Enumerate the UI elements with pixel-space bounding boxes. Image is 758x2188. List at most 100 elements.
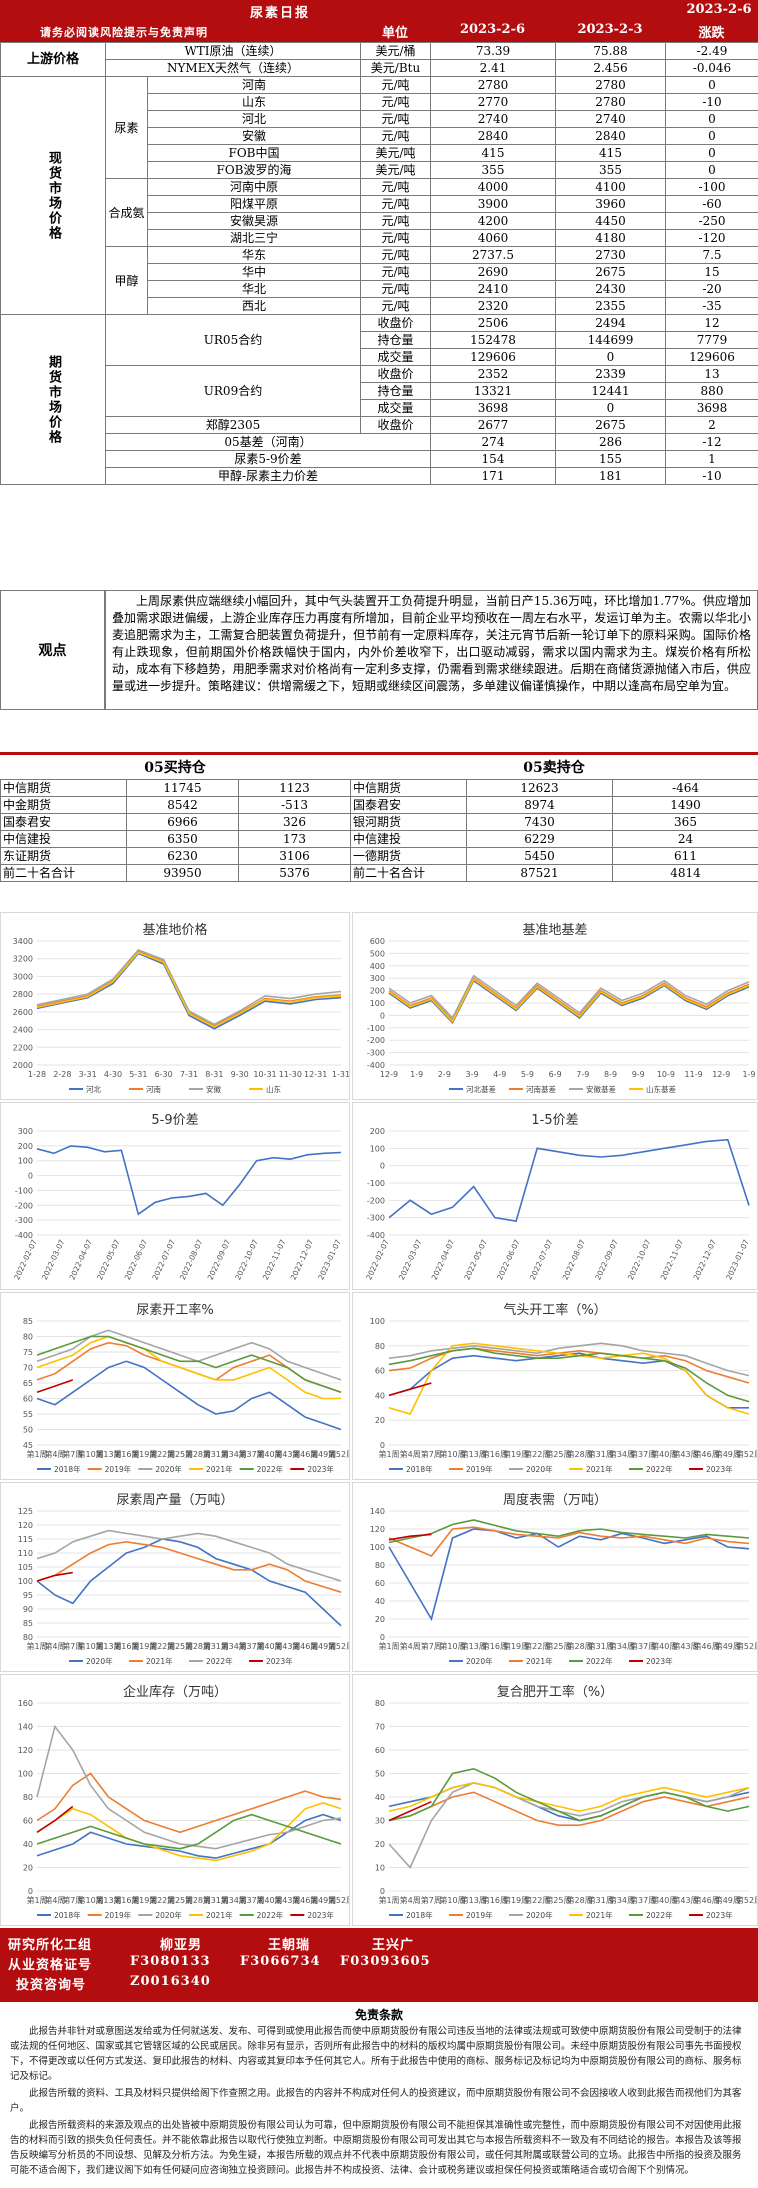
y-tick-label: 110 [18,1549,33,1558]
value-change: -10 [665,93,758,111]
position-volume: 8542 [126,796,239,814]
position-change: 611 [612,847,758,865]
value-current: 2352 [430,365,556,383]
value-change: -35 [665,297,758,315]
x-tick-label: 1-31 [332,1070,350,1079]
region-name: FOB波罗的海 [147,161,361,179]
x-tick-label: 2022-06-07 [495,1238,522,1282]
value-previous: 2840 [555,127,666,145]
x-tick-label: 第7周 [421,1641,442,1651]
legend-label: 2021年 [586,1910,613,1920]
x-tick-label: 2022-05-07 [95,1238,122,1282]
position-volume: 6350 [126,830,239,848]
value-change: -0.046 [665,59,758,77]
long-positions-table: 中信期货 11745 1123 中金期货 8542 -513 国泰君安 6966 326 中信建投… [0,779,351,882]
product-group: 尿素 [105,76,148,179]
x-tick-label: 第22周 [524,1895,550,1905]
x-tick-label: 第34周 [221,1895,247,1905]
position-row: 中信期货 11745 1123 [0,779,351,797]
value-change: 13 [665,365,758,383]
value-previous: 75.88 [555,42,666,60]
y-tick-label: 3400 [13,937,33,946]
upstream-row: 上游价格 WTI原油（连续） 美元/桶 73.39 75.88 -2.49 [0,42,758,77]
legend-label: 2018年 [54,1910,81,1920]
item-unit: 元/吨 [360,93,431,111]
x-tick-label: 2022-03-07 [397,1238,424,1282]
chart-title: 复合肥开工率（%） [496,1685,614,1700]
price-table: 上游价格 WTI原油（连续） 美元/桶 73.39 75.88 -2.49 NYMEX天然气… [0,42,758,485]
value-current: 2320 [430,297,556,315]
broker-name: 国泰君安 [350,796,467,814]
x-tick-label: 第46周 [292,1641,318,1651]
x-tick-label: 第49周 [310,1641,336,1651]
chart-2: 基准地基差 -400 -300 -200 -100 0 100 200 300 400 500 600… [352,912,758,1100]
x-tick-label: 第13周 [95,1449,121,1459]
position-volume: 93950 [126,864,239,882]
value-change: -120 [665,229,758,247]
x-tick-label: 第46周 [694,1449,720,1459]
legend-label: 2019年 [105,1464,132,1474]
x-tick-label: 第37周 [238,1895,264,1905]
series-line [388,1138,750,1223]
y-tick-label: 80 [23,1793,33,1802]
value-current: 3900 [430,195,556,213]
y-tick-label: -100 [15,1186,33,1195]
region-name: 华东 [147,246,361,264]
disclaimer-paragraph-1: 此报告并非针对或意图送发给或为任何就送发、发布、可得到或使用此报告而使中原期货股… [10,2026,742,2082]
broker-name: 中信建投 [0,830,127,848]
metric-name: 成交量 [360,348,431,366]
x-tick-label: 第25周 [545,1449,571,1459]
position-change: -513 [238,796,351,814]
legend-label: 2020年 [155,1464,182,1474]
y-tick-label: -400 [367,1061,385,1070]
futures-spread-row: 尿素5-9价差 154 155 1 [1,450,758,468]
broker-name: 前二十名合计 [0,864,127,882]
x-tick-label: 第46周 [694,1641,720,1651]
x-tick-label: 10-31 [253,1070,276,1079]
series-line [36,1805,74,1833]
y-tick-label: 0 [380,1011,385,1020]
value-current: 4000 [430,178,556,196]
item-unit: 美元/Btu [360,59,431,77]
value-change: 129606 [665,348,758,366]
x-tick-label: 5-9 [521,1070,534,1079]
chart-svg: -400 -300 -200 -100 0 100 200 2022-02-07 2022-03… [364,1127,751,1282]
x-tick-label: 第46周 [292,1895,318,1905]
x-tick-label: 第7周 [62,1449,83,1459]
value-previous: 0 [555,399,666,417]
series-line [388,1352,749,1409]
legend-label: 2023年 [307,1910,334,1920]
position-change: 365 [612,813,758,831]
x-tick-label: 第16周 [482,1641,508,1651]
y-tick-label: 45 [23,1441,33,1450]
x-tick-label: 第16周 [482,1449,508,1459]
y-tick-label: -200 [367,1036,385,1045]
product-group: 甲醇 [105,246,148,315]
value-current: 2737.5 [430,246,556,264]
x-tick-label: 第28周 [185,1895,211,1905]
value-change: 7.5 [665,246,758,264]
item-unit: 元/吨 [360,178,431,196]
analyst-name-2: 王朝瑞 [268,1938,311,1953]
legend-label: 2022年 [646,1464,673,1474]
position-row: 中信期货 12623 -464 [350,779,758,797]
legend-label: 2019年 [466,1464,493,1474]
value-change: -10 [665,467,758,485]
legend-label: 2018年 [406,1910,433,1920]
series-line [36,951,342,1028]
x-tick-label: 第40周 [651,1449,677,1459]
value-change: -20 [665,280,758,298]
spot-row: 华中 元/吨 2690 2675 15 [1,263,758,281]
legend-label: 2022年 [257,1910,284,1920]
y-tick-label: 20 [375,1840,385,1849]
legend-label: 2023年 [646,1656,673,1666]
x-tick-label: 8-9 [604,1070,617,1079]
value-change: 12 [665,314,758,332]
short-positions-title: 05卖持仓 [523,760,585,776]
position-change: 173 [238,830,351,848]
disclaimer-paragraph-3: 此报告所载资料的来源及观点的出处皆被中原期货股份有限公司认为可靠，但中原期货股份… [10,2120,742,2176]
product-group: 合成氨 [105,178,148,247]
y-tick-label: 100 [18,1577,33,1586]
position-change: 1490 [612,796,758,814]
value-current: 152478 [430,331,556,349]
